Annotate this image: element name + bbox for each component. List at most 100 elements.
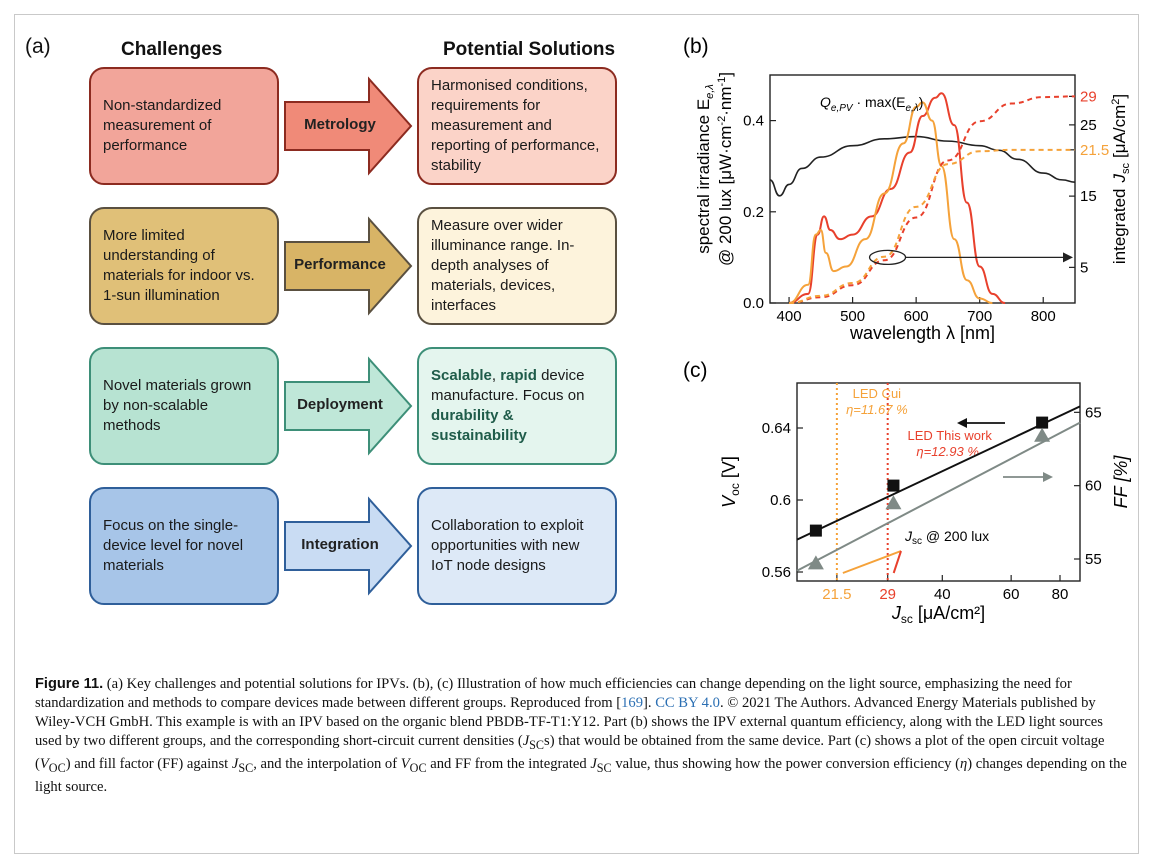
jsc-note-part: J bbox=[904, 528, 913, 544]
annotation-ellipse bbox=[868, 249, 907, 266]
arrow-polygon bbox=[284, 76, 413, 176]
solution-text-part: rapid bbox=[500, 367, 537, 384]
caption-jsc-sub-3: SC bbox=[596, 760, 612, 775]
challenges-heading: Challenges bbox=[121, 39, 223, 60]
x-tick-label: 500 bbox=[840, 308, 865, 325]
y-tick-label: 0.64 bbox=[762, 420, 791, 437]
y-axis-label-part: ] bbox=[716, 72, 735, 77]
y2-axis-label: integrated Jsc [μA/cm2] bbox=[1110, 94, 1132, 264]
caption-voc: V bbox=[39, 755, 49, 772]
challenge-box: More limited understanding of materials … bbox=[89, 207, 279, 325]
jsc-note: Jsc @ 200 lux bbox=[904, 528, 989, 547]
caption-jsc-sub: SC bbox=[529, 737, 545, 752]
caption-reference-link[interactable]: 169 bbox=[621, 695, 644, 711]
caption-jsc: J bbox=[522, 733, 530, 749]
arrow-shape bbox=[284, 76, 413, 176]
annotation-arrowhead bbox=[1063, 252, 1073, 263]
y-axis-label-part: ·nm bbox=[716, 87, 735, 116]
plot-frame bbox=[796, 382, 1081, 582]
solution-text: Collaboration to exploit opportunities w… bbox=[431, 517, 584, 574]
arrow-shape bbox=[284, 356, 413, 456]
challenge-text: Focus on the single-device level for nov… bbox=[103, 517, 244, 574]
y2-highlight-label: 21.5 bbox=[1080, 142, 1109, 159]
caption-text-6: , and the interpolation of bbox=[253, 755, 401, 772]
solutions-heading: Potential Solutions bbox=[443, 39, 616, 60]
y2-axis-label-part: J bbox=[1110, 173, 1129, 183]
arrow-label: Integration bbox=[301, 536, 379, 553]
solution-box: Measure over wider illuminance range. In… bbox=[417, 207, 617, 325]
caption-license-link[interactable]: CC BY 4.0 bbox=[655, 695, 720, 711]
y2-axis-label-part: sc bbox=[1120, 162, 1132, 174]
y-axis-label-part: @ 200 lux [μW·cm bbox=[716, 126, 735, 266]
ff-axis-arrowhead bbox=[1043, 472, 1053, 482]
challenge-box: Non-standardized measurement of performa… bbox=[89, 67, 279, 185]
caption-text-5: ) and fill factor (FF) against bbox=[65, 755, 232, 772]
solution-text: Measure over wider illuminance range. In… bbox=[431, 217, 575, 314]
challenge-box: Focus on the single-device level for nov… bbox=[89, 487, 279, 605]
panel-a: (a) Challenges Potential Solutions Non-s… bbox=[15, 15, 695, 655]
arrow-shape bbox=[284, 216, 413, 316]
y-axis-label-part: V bbox=[719, 494, 739, 508]
y2-axis-label-part: [μA/cm bbox=[1110, 105, 1129, 158]
y2-tick-label: 65 bbox=[1085, 404, 1102, 421]
ff-marker bbox=[807, 555, 824, 570]
eqe-annotation: Qe,PV · max(Ee,λ) bbox=[820, 94, 923, 114]
y-axis-label-part: spectral irradiance E bbox=[694, 99, 713, 254]
panel-b-chart: (b) 400 500 600 700 800 0.0 0.2 0.4 5 15 25 29 21.5 Q… bbox=[683, 35, 1132, 343]
y-axis-label-part: e,λ bbox=[704, 84, 716, 99]
x-tick-label: 400 bbox=[777, 308, 802, 325]
y2-tick-label: 25 bbox=[1080, 117, 1097, 134]
solution-text-part: , bbox=[491, 367, 501, 384]
voc-marker bbox=[887, 479, 900, 492]
led-cui-label: LED Cui bbox=[853, 386, 902, 401]
arrow-label: Performance bbox=[294, 256, 386, 273]
solution-text: Scalable, rapid device manufacture. Focu… bbox=[431, 366, 603, 446]
eqe-annotation-part: ) bbox=[919, 94, 924, 110]
y2-tick-label: 15 bbox=[1080, 188, 1097, 205]
y2-axis-label-part: integrated bbox=[1110, 188, 1129, 264]
panel-b-label: (b) bbox=[683, 35, 709, 58]
ff-marker bbox=[1034, 427, 1051, 442]
caption-jsc-2: J bbox=[231, 755, 239, 772]
figure-frame: (a) Challenges Potential Solutions Non-s… bbox=[14, 14, 1139, 854]
y2-tick-label: 60 bbox=[1085, 478, 1102, 495]
arrow-label: Metrology bbox=[304, 116, 376, 133]
y-axis-label-part: oc bbox=[728, 483, 742, 496]
led-spectrum-curve bbox=[788, 101, 993, 304]
panel-c-label: (c) bbox=[683, 359, 708, 382]
led-cui-efficiency: η=11.67 % bbox=[846, 402, 908, 417]
solution-text-part: Scalable bbox=[431, 367, 492, 384]
x-tick-label: 600 bbox=[904, 308, 929, 325]
caption-eta: η bbox=[959, 755, 968, 772]
caption-text-9: ) changes depending on the light source. bbox=[35, 755, 1127, 795]
voc-marker bbox=[1036, 416, 1049, 429]
y-tick-label: 0.2 bbox=[743, 204, 764, 221]
y2-highlight-label: 29 bbox=[1080, 88, 1097, 105]
y-tick-label: 0.56 bbox=[762, 564, 791, 581]
ff-marker bbox=[885, 495, 902, 510]
arrow-polygon bbox=[284, 496, 413, 596]
x-highlight-label: 21.5 bbox=[822, 586, 851, 603]
jsc-note-part: @ 200 lux bbox=[922, 528, 989, 544]
y-axis-label-line2: @ 200 lux [μW·cm-2·nm-1] bbox=[716, 72, 735, 266]
caption-text-4: s) that would be obtained from the same … bbox=[35, 733, 1105, 772]
y2-axis-label-part: ] bbox=[1110, 94, 1129, 99]
eqe-annotation-part: Q bbox=[820, 94, 831, 110]
led-this-work-efficiency: η=12.93 % bbox=[916, 444, 979, 459]
challenge-box: Novel materials grown by non-scalable me… bbox=[89, 347, 279, 465]
x-tick-label: 700 bbox=[967, 308, 992, 325]
arrow-shape bbox=[284, 496, 413, 596]
x-axis-label: Jsc [μA/cm²] bbox=[891, 603, 985, 626]
x-tick-label: 800 bbox=[1031, 308, 1056, 325]
caption-text-2: ]. bbox=[643, 695, 656, 711]
challenge-text: Novel materials grown by non-scalable me… bbox=[103, 377, 252, 434]
challenge-text: Non-standardized measurement of performa… bbox=[103, 97, 222, 154]
y-axis-label: Voc [V] bbox=[719, 456, 742, 508]
solution-text-part: device manufacture. Focus on bbox=[431, 367, 585, 404]
x-axis-label-part: [μA/cm²] bbox=[913, 603, 985, 623]
y2-axis-label: FF [%] bbox=[1111, 455, 1131, 509]
caption-jsc-3: J bbox=[590, 755, 597, 772]
y2-axis-label-part: 2 bbox=[1110, 99, 1122, 105]
integrated-jsc-curve bbox=[789, 95, 1076, 304]
solution-text: Harmonised conditions, requirements for … bbox=[431, 77, 600, 174]
